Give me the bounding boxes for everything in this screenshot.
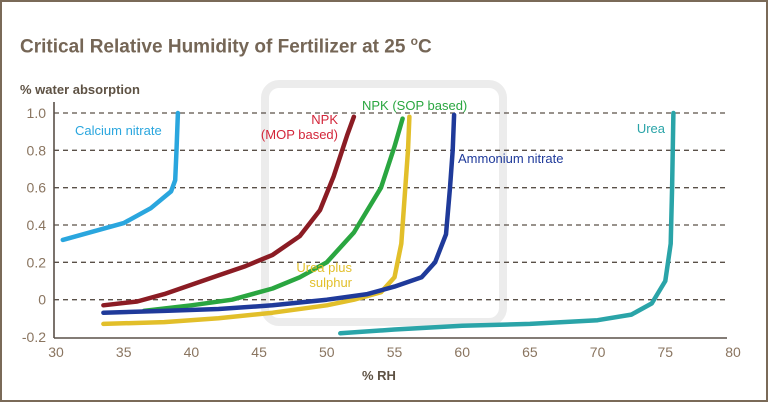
series-line [141,116,405,314]
series-line [101,114,357,308]
x-tick-label: 50 [319,344,335,360]
y-tick-label: 0.6 [27,180,47,196]
title-unit: C [418,36,432,58]
x-tick-label: 60 [454,344,470,360]
x-tick-label: 35 [116,344,132,360]
y-tick-label: 1.0 [27,105,47,121]
y-tick-label: -0.2 [22,329,46,345]
x-axis-label: % RH [362,368,396,383]
series-line [60,110,181,243]
x-tick-label: 55 [387,344,403,360]
y-axis-label: % water absorption [20,82,140,97]
y-tick-label: 0 [38,292,46,308]
y-tick-label: 0.4 [27,217,47,233]
x-tick-label: 70 [590,344,606,360]
series-label: Ammonium nitrate [458,151,563,166]
title-degree: o [410,34,419,48]
series-line [338,110,676,336]
series-label: (MOP based) [261,127,338,142]
series-label: Calcium nitrate [75,123,162,138]
series-label: sulphur [309,275,352,290]
x-tick-label: 45 [251,344,267,360]
series-line [101,112,457,315]
series-label: Urea plus [296,260,352,275]
x-tick-label: 40 [184,344,200,360]
series-label: NPK (SOP based) [362,98,467,113]
x-tick-label: 80 [725,344,741,360]
x-tick-label: 75 [658,344,674,360]
title-text: Critical Relative Humidity of Fertilizer… [20,36,411,58]
watermark-logo [261,80,507,326]
x-tick-label: 30 [48,344,64,360]
y-tick-label: 0.2 [27,254,47,270]
x-tick-label: 65 [522,344,538,360]
y-tick-label: 0.8 [27,142,47,158]
series-label: Urea [637,121,666,136]
series-label: NPK [311,112,338,127]
chart-title: Critical Relative Humidity of Fertilizer… [20,34,432,58]
